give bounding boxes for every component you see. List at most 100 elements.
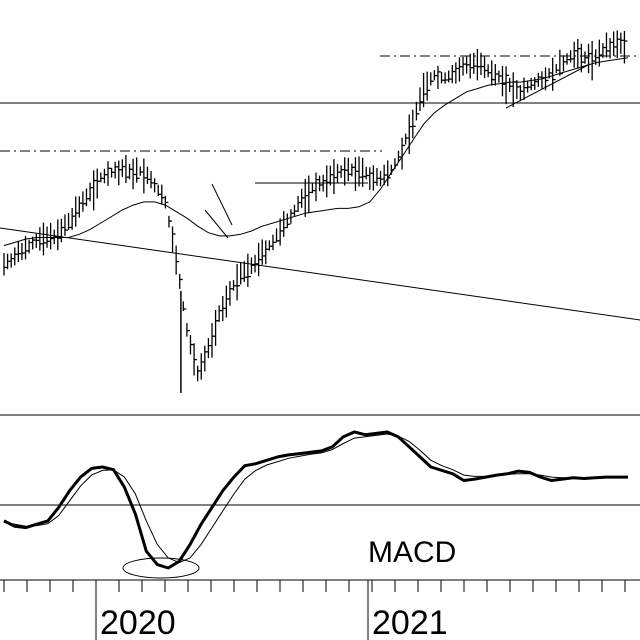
ohlc-bar (164, 195, 169, 209)
ohlc-bar (526, 80, 531, 93)
ohlc-bar (412, 109, 416, 139)
ohlc-bar (516, 80, 520, 100)
ohlc-bar (340, 165, 345, 178)
ohlc-bar (78, 196, 83, 218)
ohlc-bar (430, 72, 434, 86)
time-axis: 2020 2021 (0, 579, 640, 640)
ohlc-bar (53, 229, 58, 245)
ohlc-bar (476, 48, 481, 81)
price-pane (0, 30, 640, 393)
ohlc-bar (225, 285, 230, 318)
ohlc-bar (555, 64, 560, 74)
macd-trough-ellipse (122, 557, 200, 579)
ohlc-bar (118, 160, 122, 186)
ohlc-bar (322, 174, 327, 192)
ohlc-bar (193, 343, 198, 376)
ohlc-bar (222, 295, 226, 322)
ohlc-bar (437, 65, 441, 89)
ohlc-bar (179, 273, 183, 289)
ohlc-bar (426, 71, 431, 101)
ohlc-bar (616, 30, 621, 59)
ohlc-bar (483, 55, 488, 79)
ohlc-bar (379, 170, 384, 187)
ohlc-bar (128, 163, 133, 180)
ohlc-bars (3, 30, 628, 393)
ohlc-bar (60, 218, 65, 243)
ohlc-bar (397, 150, 402, 162)
ohlc-bar (544, 67, 549, 91)
ohlc-bar (286, 213, 291, 229)
ohlc-bar (311, 182, 316, 194)
price-short-trendline-2 (211, 183, 233, 226)
ohlc-bar (186, 323, 190, 337)
ohlc-bar (584, 51, 588, 64)
ohlc-bar (602, 43, 606, 58)
ohlc-bar (609, 38, 614, 59)
ohlc-bar (6, 253, 11, 270)
ohlc-bar (487, 64, 492, 78)
ohlc-bar (275, 228, 280, 243)
ohlc-bar (569, 50, 574, 63)
ohlc-bar (480, 52, 484, 76)
ohlc-bar (623, 30, 628, 64)
ohlc-bar (283, 211, 287, 237)
ohlc-bar (394, 158, 398, 170)
ohlc-bar (64, 214, 68, 236)
ohlc-bar (333, 159, 337, 194)
ohlc-bar (297, 195, 302, 212)
ohlc-bar (462, 56, 467, 76)
macd-signal-line (3, 433, 628, 564)
ohlc-bar (261, 239, 266, 265)
ohlc-bar (247, 253, 251, 287)
ohlc-bar (207, 338, 212, 359)
ohlc-bar (620, 32, 624, 54)
ohlc-bar (501, 66, 506, 97)
ohlc-bar (541, 71, 545, 89)
ohlc-bar (383, 164, 388, 186)
ohlc-bar (3, 253, 7, 276)
ohlc-bar (21, 242, 25, 261)
ohlc-bar (469, 53, 474, 79)
ohlc-bar (35, 233, 40, 248)
ohlc-bar (143, 158, 147, 194)
ohlc-bar (448, 70, 452, 83)
ohlc-bar (598, 39, 603, 67)
ohlc-bar (71, 208, 76, 230)
ohlc-bar (390, 164, 395, 175)
price-trendline (0, 227, 640, 321)
price-short-trendline-3 (505, 63, 591, 109)
ohlc-bar (304, 178, 309, 217)
ohlc-bar (67, 212, 72, 230)
ohlc-bar (419, 87, 423, 112)
ohlc-bar (595, 49, 599, 65)
ohlc-bar (211, 323, 215, 358)
ohlc-bar (491, 60, 495, 86)
ohlc-bar (240, 262, 244, 285)
ohlc-bar (405, 133, 409, 145)
ohlc-bar (444, 72, 449, 84)
ohlc-bar (415, 101, 420, 121)
ohlc-bar (326, 165, 330, 198)
ohlc-bar (577, 38, 581, 69)
ohlc-bar (110, 167, 115, 178)
ohlc-bar (552, 57, 556, 91)
ohlc-bar (136, 157, 140, 183)
macd-label: MACD (368, 536, 456, 569)
ohlc-bar (505, 66, 510, 105)
ohlc-bar (182, 301, 187, 312)
ohlc-bar (121, 159, 126, 177)
ohlc-bar (530, 77, 535, 91)
ohlc-bar (157, 184, 162, 197)
ohlc-bar (387, 160, 391, 187)
ohlc-bar (580, 43, 585, 73)
ohlc-bar (361, 157, 366, 187)
ohlc-bar (562, 55, 567, 72)
ohlc-bar (171, 226, 176, 253)
ohlc-bar (358, 156, 363, 187)
ohlc-bar (82, 191, 86, 212)
ohlc-bar (254, 254, 259, 273)
ohlc-bar (318, 175, 323, 192)
x-tick-label-2021: 2021 (372, 604, 448, 640)
ohlc-bar (10, 253, 15, 268)
